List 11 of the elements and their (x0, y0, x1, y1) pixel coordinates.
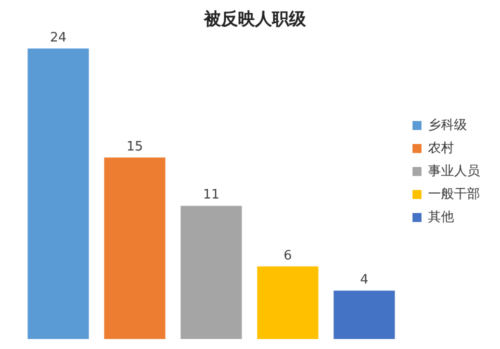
legend-label: 一般干部 (428, 186, 480, 202)
data-label: 15 (126, 139, 144, 154)
legend-label: 其他 (428, 210, 454, 225)
chart-title: 被反映人职级 (203, 10, 307, 30)
data-label: 24 (50, 30, 67, 46)
data-label: 11 (202, 188, 220, 203)
legend-label: 乡科级 (428, 118, 467, 133)
legend-label: 农村 (428, 140, 454, 156)
legend-label: 事业人员 (428, 164, 480, 179)
data-label: 4 (360, 272, 368, 288)
data-label: 6 (284, 248, 292, 264)
